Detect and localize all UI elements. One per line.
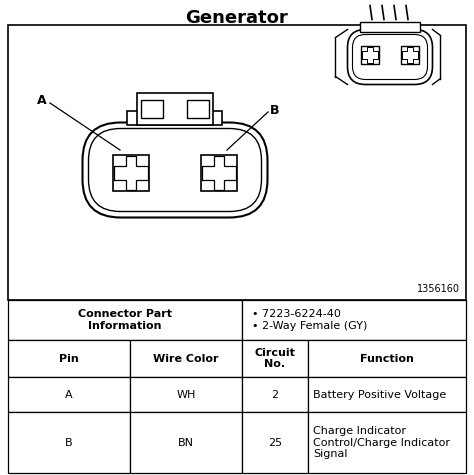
Bar: [308, 377, 466, 412]
Text: Battery Positive Voltage: Battery Positive Voltage: [313, 390, 446, 399]
Bar: [242, 340, 308, 377]
Text: Circuit
No.: Circuit No.: [255, 348, 295, 369]
Bar: [113, 155, 149, 191]
Text: Pin: Pin: [59, 353, 79, 363]
Bar: [361, 46, 379, 64]
Bar: [130, 412, 242, 473]
Text: BN: BN: [178, 437, 194, 447]
Text: Connector Part
Information: Connector Part Information: [78, 309, 172, 331]
FancyBboxPatch shape: [89, 129, 262, 211]
Bar: [242, 412, 308, 473]
Text: WH: WH: [176, 390, 196, 399]
Text: 1356160: 1356160: [417, 284, 460, 294]
Bar: [360, 21, 420, 31]
Text: Charge Indicator
Control/Charge Indicator
Signal: Charge Indicator Control/Charge Indicato…: [313, 426, 450, 459]
Bar: [202, 166, 236, 180]
Bar: [242, 377, 308, 412]
Bar: [8, 412, 130, 473]
Text: A: A: [65, 390, 73, 399]
Bar: [308, 412, 466, 473]
Text: B: B: [270, 104, 280, 116]
FancyBboxPatch shape: [347, 29, 432, 85]
FancyBboxPatch shape: [82, 123, 267, 218]
Bar: [141, 99, 163, 117]
Bar: [128, 111, 222, 124]
Bar: [242, 300, 466, 340]
Bar: [214, 156, 224, 190]
Bar: [8, 340, 130, 377]
Bar: [126, 156, 136, 190]
Text: 2: 2: [272, 390, 279, 399]
Text: Function: Function: [360, 353, 414, 363]
FancyBboxPatch shape: [353, 35, 428, 79]
Bar: [401, 46, 419, 64]
Bar: [8, 25, 466, 300]
Text: Generator: Generator: [186, 9, 288, 27]
Text: 25: 25: [268, 437, 282, 447]
Bar: [130, 340, 242, 377]
Bar: [114, 166, 148, 180]
Bar: [8, 377, 130, 412]
Bar: [137, 93, 213, 124]
Text: Wire Color: Wire Color: [153, 353, 219, 363]
Text: B: B: [65, 437, 73, 447]
Text: A: A: [37, 94, 47, 106]
Bar: [130, 377, 242, 412]
Bar: [8, 300, 242, 340]
Text: • 7223-6224-40
• 2-Way Female (GY): • 7223-6224-40 • 2-Way Female (GY): [252, 309, 367, 331]
Bar: [201, 155, 237, 191]
Bar: [308, 340, 466, 377]
Bar: [187, 99, 209, 117]
